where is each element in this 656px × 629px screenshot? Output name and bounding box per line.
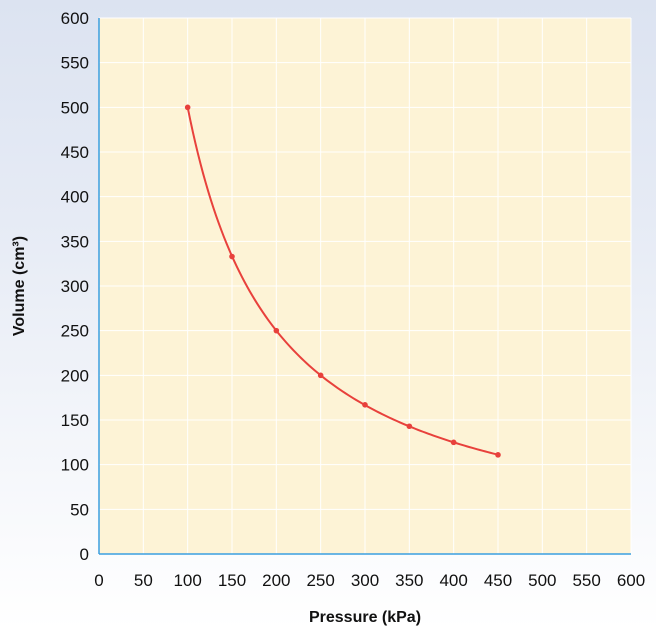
x-axis-title: Pressure (kPa) bbox=[309, 609, 421, 626]
data-point bbox=[362, 402, 368, 408]
y-tick-label: 500 bbox=[61, 98, 89, 117]
x-tick-label: 250 bbox=[306, 571, 334, 590]
y-tick-label: 350 bbox=[61, 232, 89, 251]
x-tick-label: 600 bbox=[617, 571, 645, 590]
data-point bbox=[317, 372, 324, 379]
data-point bbox=[406, 423, 413, 430]
x-tick-label: 400 bbox=[439, 571, 467, 590]
data-point bbox=[184, 104, 191, 111]
x-tick-label: 300 bbox=[351, 571, 379, 590]
x-tick-labels: 0 50 100 150 200 250 300 350 400 450 500 550 600 bbox=[94, 571, 645, 590]
y-tick-label: 0 bbox=[80, 545, 89, 564]
y-tick-label: 400 bbox=[61, 188, 89, 207]
y-axis-title: Volume (cm³) bbox=[11, 236, 28, 336]
x-tick-label: 550 bbox=[572, 571, 600, 590]
data-point bbox=[229, 253, 235, 260]
series-layer bbox=[184, 104, 501, 458]
y-tick-label: 50 bbox=[70, 500, 89, 519]
y-tick-label: 550 bbox=[61, 54, 89, 73]
data-point bbox=[450, 439, 457, 446]
y-tick-labels: 0 50 100 150 200 250 300 350 400 450 500 550 600 bbox=[61, 9, 89, 564]
x-tick-label: 500 bbox=[528, 571, 556, 590]
y-tick-label: 300 bbox=[61, 277, 89, 296]
y-tick-label: 200 bbox=[61, 366, 89, 385]
y-tick-label: 600 bbox=[61, 9, 89, 28]
y-tick-label: 450 bbox=[61, 143, 89, 162]
x-tick-label: 0 bbox=[94, 571, 103, 590]
x-tick-label: 200 bbox=[262, 571, 290, 590]
series-line bbox=[186, 107, 499, 456]
x-tick-label: 50 bbox=[134, 571, 153, 590]
data-point bbox=[273, 327, 280, 334]
y-tick-label: 100 bbox=[61, 456, 89, 475]
x-tick-label: 100 bbox=[173, 571, 201, 590]
axes bbox=[98, 18, 631, 555]
data-point bbox=[495, 452, 501, 458]
x-tick-label: 150 bbox=[218, 571, 246, 590]
x-tick-label: 350 bbox=[395, 571, 423, 590]
y-tick-label: 150 bbox=[61, 411, 89, 430]
x-tick-label: 450 bbox=[484, 571, 512, 590]
y-tick-label: 250 bbox=[61, 322, 89, 341]
grid-lines bbox=[99, 17, 632, 554]
